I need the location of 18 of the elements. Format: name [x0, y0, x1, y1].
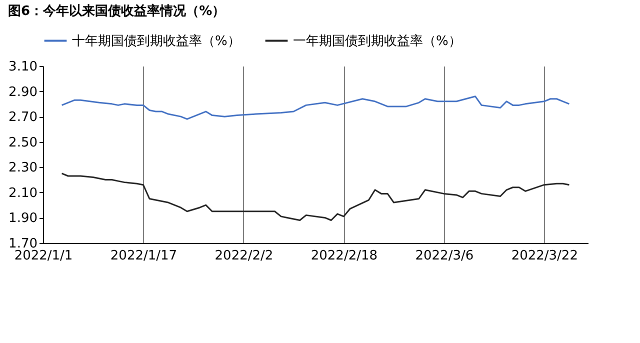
x-tick-label: 2022/1/1: [14, 248, 73, 264]
y-tick-label: 1.90: [8, 211, 38, 226]
x-tick-label: 2022/2/2: [214, 248, 274, 264]
y-tick-label: 2.30: [8, 160, 38, 176]
legend-label: 十年期国债到期收益率（%）: [72, 32, 240, 49]
y-tick-label: 2.90: [8, 84, 38, 100]
x-tick-label: 2022/2/18: [310, 248, 378, 264]
legend-label: 一年期国债到期收益率（%）: [293, 32, 462, 49]
y-tick-label: 2.10: [8, 186, 38, 201]
line-series: [61, 96, 570, 120]
y-tick-label: 2.50: [8, 135, 38, 150]
line-series: [61, 172, 570, 221]
chart-title: 图6：今年以来国债收益率情况（%）: [8, 3, 226, 19]
y-tick-label: 2.70: [8, 110, 38, 126]
x-tick-label: 2022/3/6: [415, 248, 474, 264]
x-tick-label: 2022/3/22: [511, 248, 578, 264]
x-tick-label: 2022/1/17: [110, 248, 178, 264]
y-tick-label: 3.10: [8, 60, 38, 74]
